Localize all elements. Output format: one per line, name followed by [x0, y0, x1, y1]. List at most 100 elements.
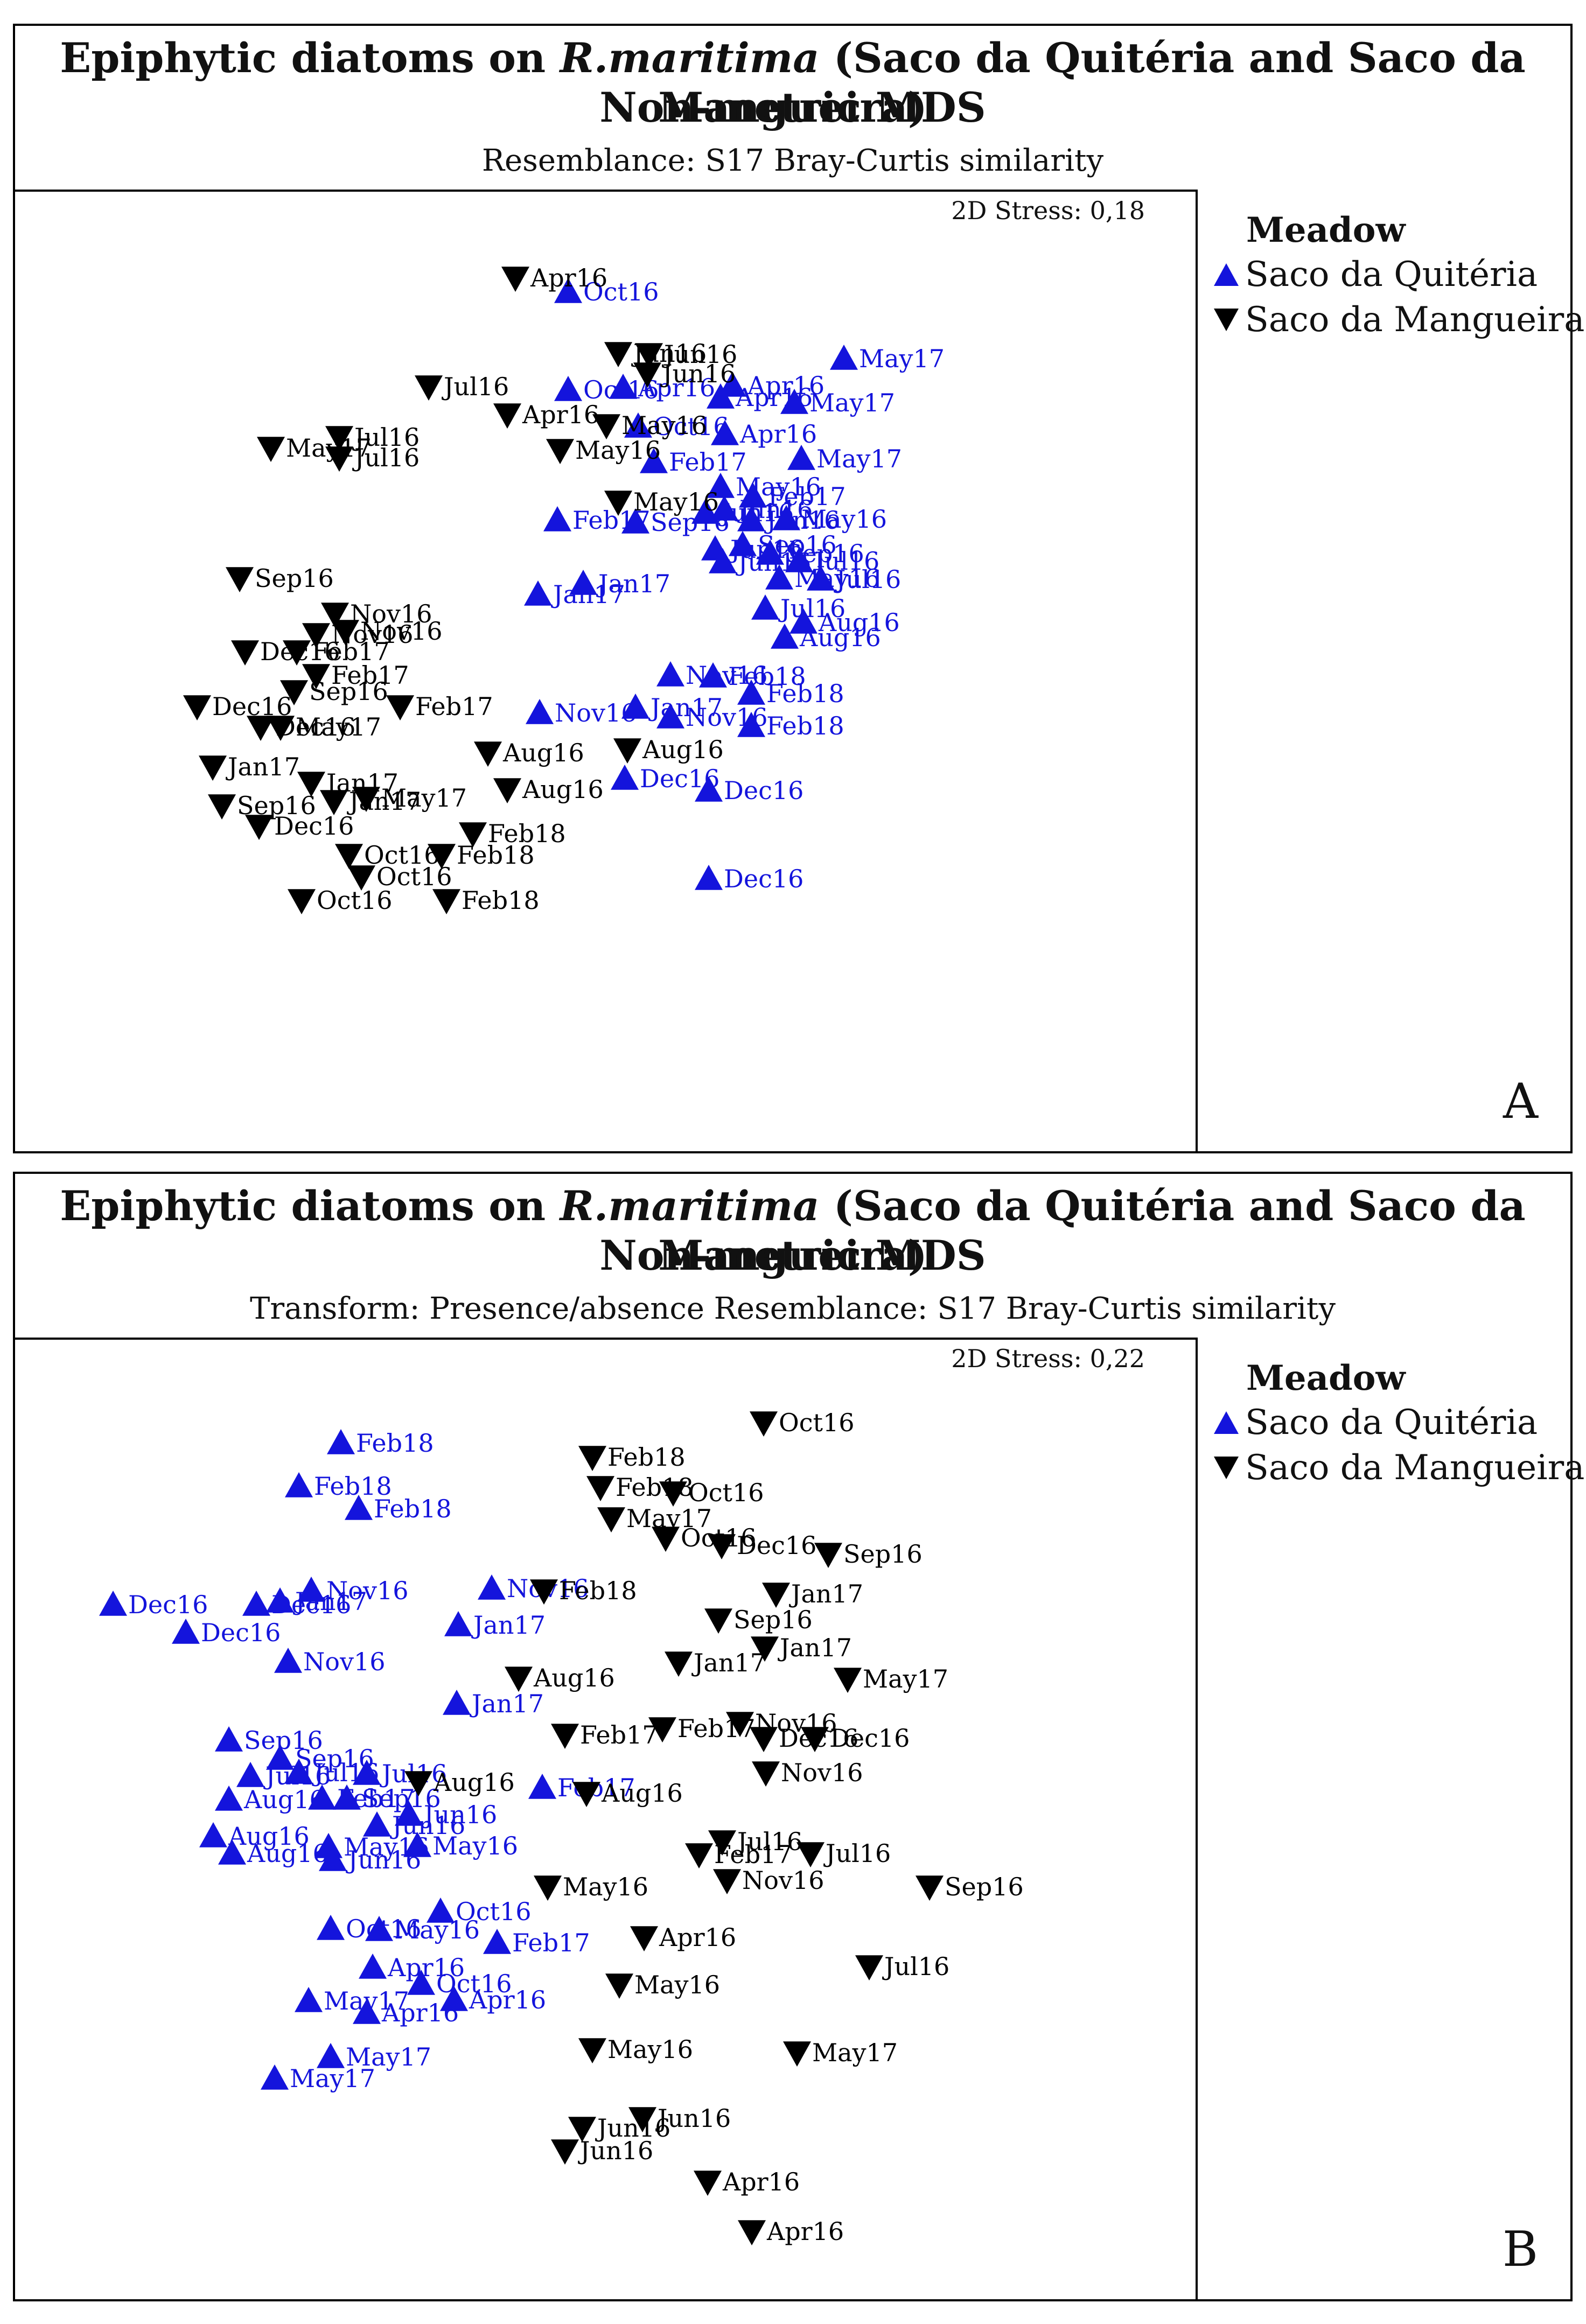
quiteria-point [656, 703, 684, 729]
legend-label: Saco da Quitéria [1245, 255, 1538, 295]
quiteria-point [707, 383, 735, 409]
point-label: Feb18 [728, 662, 806, 691]
quiteria-point [656, 661, 684, 687]
mangueira-point [801, 1727, 829, 1752]
mangueira-point [605, 1973, 633, 1999]
point-label: Feb18 [488, 819, 566, 848]
mangueira-point [432, 889, 460, 914]
quiteria-point [395, 1801, 423, 1826]
quiteria-point [543, 506, 571, 531]
point-label: Aug16 [799, 623, 881, 652]
point-label: Jul16 [735, 1827, 802, 1856]
point-label: Feb18 [766, 679, 844, 708]
point-label: May16 [432, 1831, 518, 1860]
quiteria-point [236, 1762, 264, 1787]
mangueira-point [245, 815, 273, 840]
mangueira-point [474, 741, 502, 767]
mangueira-point [331, 620, 359, 645]
point-label: Feb17 [331, 661, 409, 690]
point-label: Feb17 [572, 506, 651, 535]
point-label: May16 [563, 1872, 648, 1901]
point-label: Feb17 [714, 1840, 792, 1869]
quiteria-point [285, 1759, 313, 1784]
mangueira-point [325, 446, 353, 472]
quiteria-point [327, 1429, 355, 1454]
point-label: Jan17 [471, 1611, 546, 1640]
mangueira-point [738, 2220, 766, 2245]
point-label: Feb18 [457, 841, 535, 870]
point-label: Feb17 [768, 482, 846, 511]
point-label: Apr16 [387, 1953, 465, 1982]
quiteria-point [737, 506, 765, 531]
point-label: Nov16 [350, 599, 432, 628]
point-label: Dec16 [724, 864, 804, 893]
mangueira-point [713, 1869, 741, 1894]
point-label: Nov16 [326, 1576, 408, 1605]
point-label: Aug16 [243, 1785, 325, 1814]
mangueira-point [505, 1667, 533, 1692]
quiteria-point [443, 1690, 471, 1715]
mangueira-point [694, 2171, 722, 2196]
quiteria-point [621, 694, 649, 719]
quiteria-point [308, 1784, 336, 1810]
mangueira-point [648, 1717, 676, 1742]
mangueira-point [302, 623, 330, 648]
mangueira-point [586, 1476, 614, 1501]
point-label: Sep16 [362, 1784, 441, 1813]
point-label: Feb18 [356, 1429, 434, 1458]
triangle-up-icon [1214, 263, 1239, 286]
point-label: May16 [575, 436, 661, 465]
quiteria-point [807, 565, 835, 591]
point-label: Oct16 [436, 1969, 512, 1998]
point-label: Feb17 [415, 692, 493, 721]
point-label: Jun16 [660, 359, 736, 388]
point-label: Apr16 [659, 1923, 736, 1952]
point-label: Jan17 [470, 1689, 544, 1718]
point-label: Feb17 [312, 637, 390, 666]
quiteria-point [699, 662, 727, 688]
stress-label: 2D Stress: 0,22 [951, 1344, 1145, 1373]
quiteria-point [621, 508, 649, 534]
quiteria-point [709, 548, 737, 573]
mangueira-point [635, 343, 663, 368]
mangueira-point [783, 2041, 811, 2067]
point-label: Oct16 [583, 277, 659, 306]
chart-subtitle-method: Non-metric MDS [599, 1231, 986, 1279]
legend-title: Meadow [1246, 210, 1406, 250]
mangueira-point [288, 889, 316, 914]
quiteria-point [274, 1648, 302, 1673]
quiteria-point [524, 580, 552, 606]
point-label: Apr16 [469, 1985, 546, 2014]
quiteria-point [526, 699, 554, 724]
mangueira-point [604, 342, 632, 367]
chart-subtitle-method: Non-metric MDS [599, 83, 986, 131]
plot-area: 2D Stress: 0,18 Oct16Oct16Apr16Oct16Apr1… [15, 190, 1198, 1153]
point-label: May16 [794, 564, 880, 593]
quiteria-point [710, 495, 738, 521]
mangueira-point [335, 844, 363, 869]
point-label: May17 [286, 433, 372, 463]
point-label: Aug16 [502, 738, 584, 767]
quiteria-point [756, 540, 784, 565]
point-label: Oct16 [364, 841, 440, 870]
point-label: Jan17 [789, 1579, 863, 1608]
point-label: Aug16 [247, 1839, 329, 1868]
point-label: Jan17 [691, 1648, 766, 1677]
quiteria-point [285, 1472, 313, 1497]
plot-area: 2D Stress: 0,22 Feb18 Feb18 Feb18 Dec16 Dec1… [15, 1338, 1198, 2301]
quiteria-point [317, 1915, 345, 1940]
mangueira-point [762, 1583, 790, 1608]
mangueira-point [257, 437, 285, 462]
quiteria-point [99, 1591, 127, 1616]
quiteria-point [751, 594, 779, 620]
quiteria-point [787, 445, 815, 470]
point-label: May17 [809, 388, 895, 417]
chart-title: Epiphytic diatoms on R.maritima (Saco da… [60, 34, 1526, 131]
legend-item-mangueira: Saco da Mangueira [1212, 1445, 1584, 1490]
resemblance-note: Resemblance: S17 Bray-Curtis similarity [481, 143, 1104, 178]
mangueira-point [404, 1771, 432, 1796]
point-label: Nov16 [781, 1758, 863, 1787]
quiteria-point [218, 1839, 246, 1865]
point-label: May16 [607, 2035, 693, 2064]
